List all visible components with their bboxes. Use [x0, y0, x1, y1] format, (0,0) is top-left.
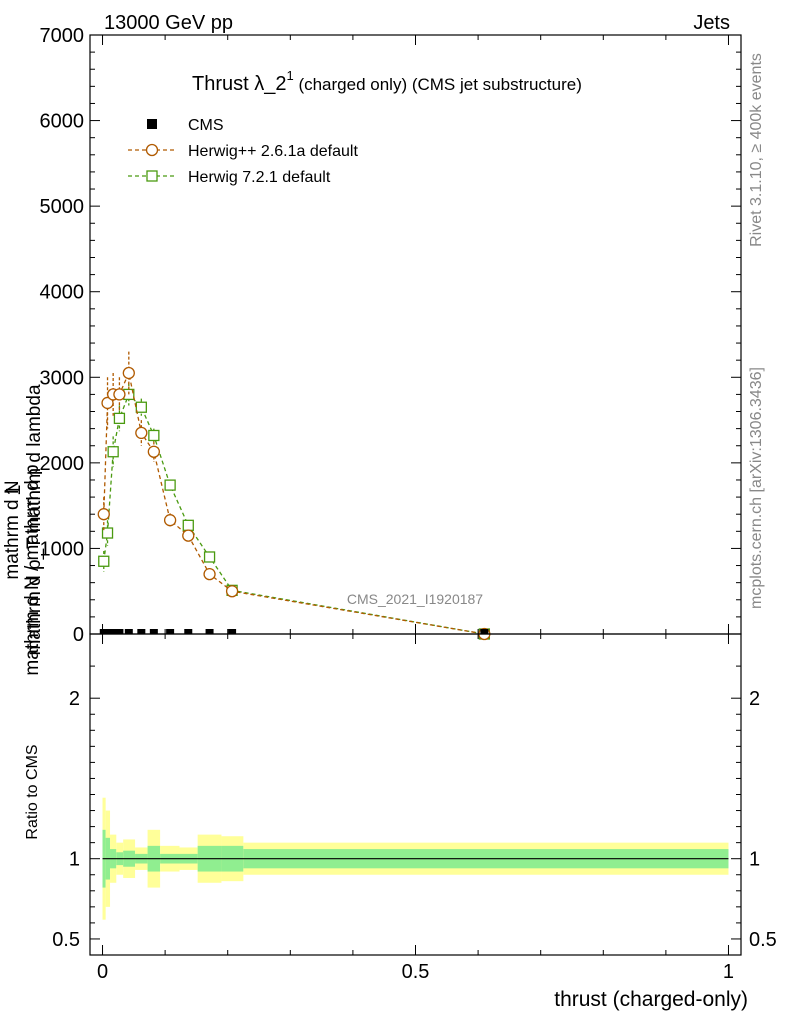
cms-data-point: [103, 629, 112, 634]
cms-data-point: [184, 629, 193, 634]
ratio-y-tick-label: 0.5: [52, 929, 80, 951]
data-point: [122, 366, 135, 380]
series-herwig7: [98, 383, 491, 640]
data-point: [182, 519, 194, 531]
rivet-label: Rivet 3.1.10, ≥ 400k events: [748, 53, 765, 247]
data-point: [101, 527, 114, 539]
data-point: [101, 396, 114, 410]
cms-data-point: [137, 629, 146, 634]
y-tick-label: 2000: [40, 453, 85, 475]
data-point: [113, 388, 126, 401]
y-tick-label: 7000: [40, 25, 85, 47]
cms-data-point: [228, 629, 237, 634]
legend-cms-label: CMS: [188, 117, 224, 134]
cms-data-point: [480, 629, 489, 634]
svg-text:mathrm d p_T mathrm d lambda: mathrm d p_T mathrm d lambda: [24, 384, 45, 655]
cms-data-point: [109, 629, 118, 634]
data-point: [107, 446, 119, 458]
data-point: [98, 555, 110, 567]
ratio-y-tick-label: 1: [69, 849, 80, 871]
y-tick-label: 3000: [40, 367, 85, 389]
svg-text:mathrm d N: mathrm d N: [2, 480, 23, 579]
legend-cms-marker: [147, 119, 157, 129]
y-tick-label: 4000: [40, 282, 85, 304]
analysis-watermark: CMS_2021_I1920187: [347, 591, 483, 607]
data-point: [164, 479, 176, 491]
data-point: [135, 426, 148, 440]
y-tick-label: 1000: [40, 538, 85, 560]
legend-herwig7-marker: [146, 170, 158, 182]
x-tick-label: 0: [97, 961, 108, 983]
svg-text:mathrm d N / mathrm d p: mathrm d N / mathrm d p: [22, 464, 43, 675]
y-tick-label: 6000: [40, 111, 85, 133]
data-point: [163, 514, 177, 527]
x-tick-label: 1: [723, 961, 734, 983]
data-point: [113, 412, 126, 425]
data-point: [148, 429, 160, 442]
cms-data-point: [115, 629, 124, 634]
x-axis-label: thrust (charged-only): [554, 988, 748, 1011]
series-herwig-pp: [97, 351, 491, 641]
legend-herwig7-label: Herwig 7.2.1 default: [188, 169, 331, 186]
y-axis-label: 1 mathrm d p_T mathrm d lambda mathrm d …: [2, 384, 45, 676]
header-left: 13000 GeV pp: [104, 12, 233, 34]
data-point: [203, 551, 216, 563]
ratio-y-tick-label: 2: [69, 688, 80, 710]
cms-data-point: [205, 629, 214, 634]
y-tick-label: 0: [73, 624, 84, 646]
data-point: [225, 585, 239, 598]
legend-herwig-pp-label: Herwig++ 2.6.1a default: [188, 143, 358, 160]
data-point: [182, 529, 195, 542]
cms-data-point: [124, 629, 133, 634]
mcplots-label: mcplots.cern.ch [arXiv:1306.3436]: [748, 367, 765, 609]
cms-data-point: [149, 629, 158, 634]
header-right: Jets: [693, 12, 730, 34]
ratio-y-tick-label-right: 0.5: [749, 929, 777, 951]
data-point: [135, 401, 147, 413]
series-cms: [99, 629, 489, 634]
ratio-plot-frame: [89, 633, 742, 956]
ratio-y-tick-label-right: 2: [749, 688, 760, 710]
data-point: [203, 567, 216, 581]
x-tick-label: 0.5: [402, 961, 430, 983]
data-point: [97, 508, 110, 521]
data-point: [147, 445, 160, 458]
y-tick-label: 5000: [40, 196, 85, 218]
svg-text:1: 1: [3, 484, 25, 495]
ratio-y-axis-label: Ratio to CMS: [24, 744, 41, 839]
legend: CMS Herwig++ 2.6.1a default Herwig 7.2.1…: [128, 117, 358, 186]
chart-title: Thrust λ_21 (charged only) (CMS jet subs…: [192, 68, 582, 95]
cms-data-point: [166, 629, 175, 634]
ratio-y-tick-label-right: 1: [749, 849, 760, 871]
legend-herwig-pp-marker: [145, 143, 159, 157]
